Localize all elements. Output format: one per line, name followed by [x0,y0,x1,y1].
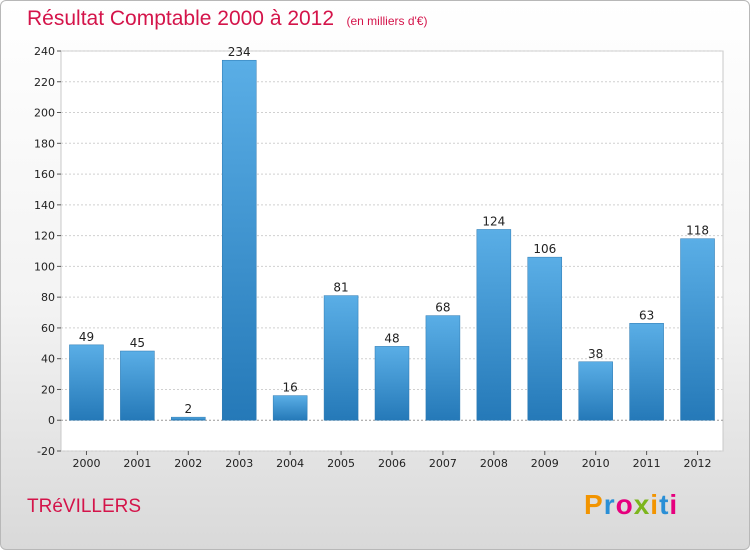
logo-letter: x [633,489,651,520]
bar-2005 [323,295,359,421]
logo-letter: P [584,489,604,520]
bar-2011 [629,323,664,421]
bar-2004 [272,395,308,421]
chart-title-main: Résultat Comptable 2000 à 2012 [27,7,335,30]
data-label-2010: 38 [588,347,603,361]
bar-2012 [680,238,715,421]
x-tick-label-2003: 2003 [225,457,253,470]
y-tick-label: 220 [34,76,55,89]
bar-2001 [120,350,155,421]
y-tick-label: 100 [34,260,55,273]
y-axis: -20 0 20 40 60 80 100 120 140 160 180 200 220 240 [34,45,61,458]
data-label-2003: 234 [228,45,251,59]
x-tick-label-2000: 2000 [72,457,100,470]
data-label-2012: 118 [686,224,709,238]
bar-2009 [527,256,563,421]
logo-letter: i [650,489,660,520]
data-label-2002: 2 [184,402,192,416]
x-tick-label-2007: 2007 [429,457,457,470]
y-tick-label: 180 [34,137,55,150]
bar-2010 [578,361,613,421]
commune-name: TRéVILLERS [27,496,142,517]
x-tick-label-2001: 2001 [123,457,151,470]
bar-2000 [69,344,104,421]
data-label-2005: 81 [333,281,348,295]
logo-letter: r [603,489,616,520]
data-label-2011: 63 [639,308,654,322]
data-label-2009: 106 [533,242,556,256]
data-label-2008: 124 [482,214,505,228]
y-tick-label: 200 [34,107,55,120]
y-tick-label: 20 [41,383,55,396]
data-label-2001: 45 [130,336,145,350]
x-tick-label-2004: 2004 [276,457,304,470]
x-tick-label-2002: 2002 [174,457,202,470]
data-label-2006: 48 [384,331,399,345]
data-label-2000: 49 [79,330,94,344]
bar-2008 [476,229,512,421]
bar-2006 [374,346,410,421]
x-tick-label-2005: 2005 [327,457,355,470]
data-label-2004: 16 [283,381,298,395]
y-tick-label: 120 [34,230,55,243]
logo-letter: i [669,489,679,520]
chart-title-unit: (en milliers d'€) [346,14,428,28]
y-tick-label: 160 [34,168,55,181]
y-tick-label: -20 [37,445,55,458]
x-tick-label-2011: 2011 [633,457,661,470]
x-axis: 2000 2001 2002 2003 2004 2005 2006 2007 2008 2009… [72,451,712,470]
x-tick-label-2012: 2012 [684,457,712,470]
data-label-2007: 68 [435,301,450,315]
y-tick-label: 240 [34,45,55,58]
logo-letter: o [615,489,634,520]
y-tick-label: 80 [41,291,55,304]
x-tick-label-2008: 2008 [480,457,508,470]
x-tick-label-2010: 2010 [582,457,610,470]
y-tick-label: 40 [41,353,55,366]
y-tick-label: 0 [48,414,55,427]
bar-2003 [221,59,257,421]
bar-2007 [425,315,461,421]
y-tick-label: 60 [41,322,55,335]
chart-title: Résultat Comptable 2000 à 2012 (en milli… [27,7,427,31]
y-tick-label: 140 [34,199,55,212]
bar-2002 [171,416,206,421]
x-tick-label-2009: 2009 [531,457,559,470]
x-tick-label-2006: 2006 [378,457,406,470]
logo-letter: t [659,489,670,520]
proxiti-logo[interactable]: Proxiti [584,489,678,521]
